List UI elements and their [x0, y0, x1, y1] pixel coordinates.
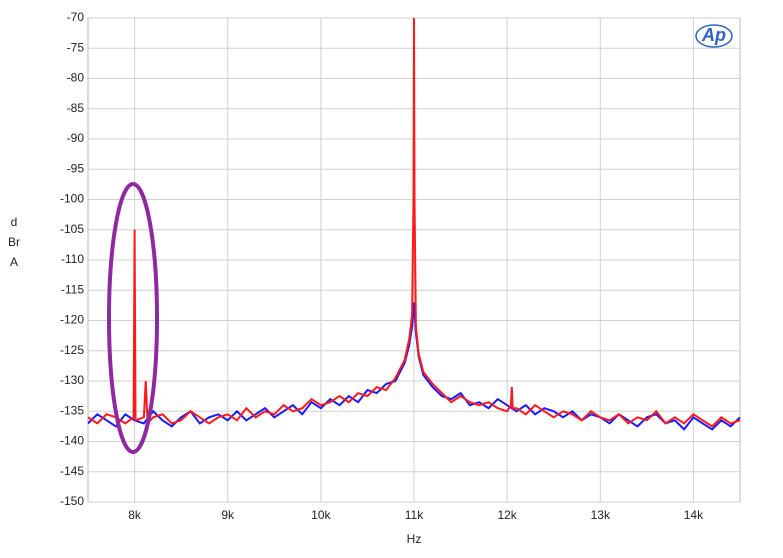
- y-tick-label: -115: [61, 282, 84, 296]
- y-tick-label: -80: [67, 71, 85, 85]
- y-axis-label: dBr A: [8, 215, 20, 269]
- y-tick-label: -110: [61, 252, 84, 266]
- x-tick-label: 11k: [405, 508, 424, 522]
- x-tick-label: 12k: [497, 508, 517, 522]
- y-tick-label: -85: [67, 101, 85, 115]
- y-tick-label: -90: [67, 131, 85, 145]
- x-tick-label: 14k: [684, 508, 704, 522]
- y-tick-label: -130: [60, 373, 84, 387]
- y-tick-label: -140: [60, 434, 84, 448]
- series-line: [87, 302, 741, 431]
- x-tick-label: 10k: [311, 508, 331, 522]
- y-tick-label: -135: [60, 403, 84, 417]
- logo-ring: [695, 24, 733, 48]
- y-tick-label: -95: [67, 161, 85, 175]
- x-tick-label: 8k: [128, 508, 142, 522]
- x-tick-label: 13k: [591, 508, 611, 522]
- y-tick-label: -75: [67, 40, 85, 54]
- y-tick-label: -125: [60, 343, 84, 357]
- x-axis-label: Hz: [407, 532, 422, 546]
- x-tick-label: 9k: [221, 508, 235, 522]
- y-tick-label: -150: [60, 494, 84, 508]
- y-tick-label: -120: [60, 313, 84, 327]
- y-tick-label: -100: [60, 192, 84, 206]
- y-tick-label: -145: [60, 464, 84, 478]
- logo: Ap: [701, 25, 726, 45]
- y-tick-label: -70: [67, 10, 85, 24]
- highlight-ellipse: [107, 182, 159, 454]
- series-line: [87, 17, 741, 428]
- y-tick-label: -105: [60, 222, 84, 236]
